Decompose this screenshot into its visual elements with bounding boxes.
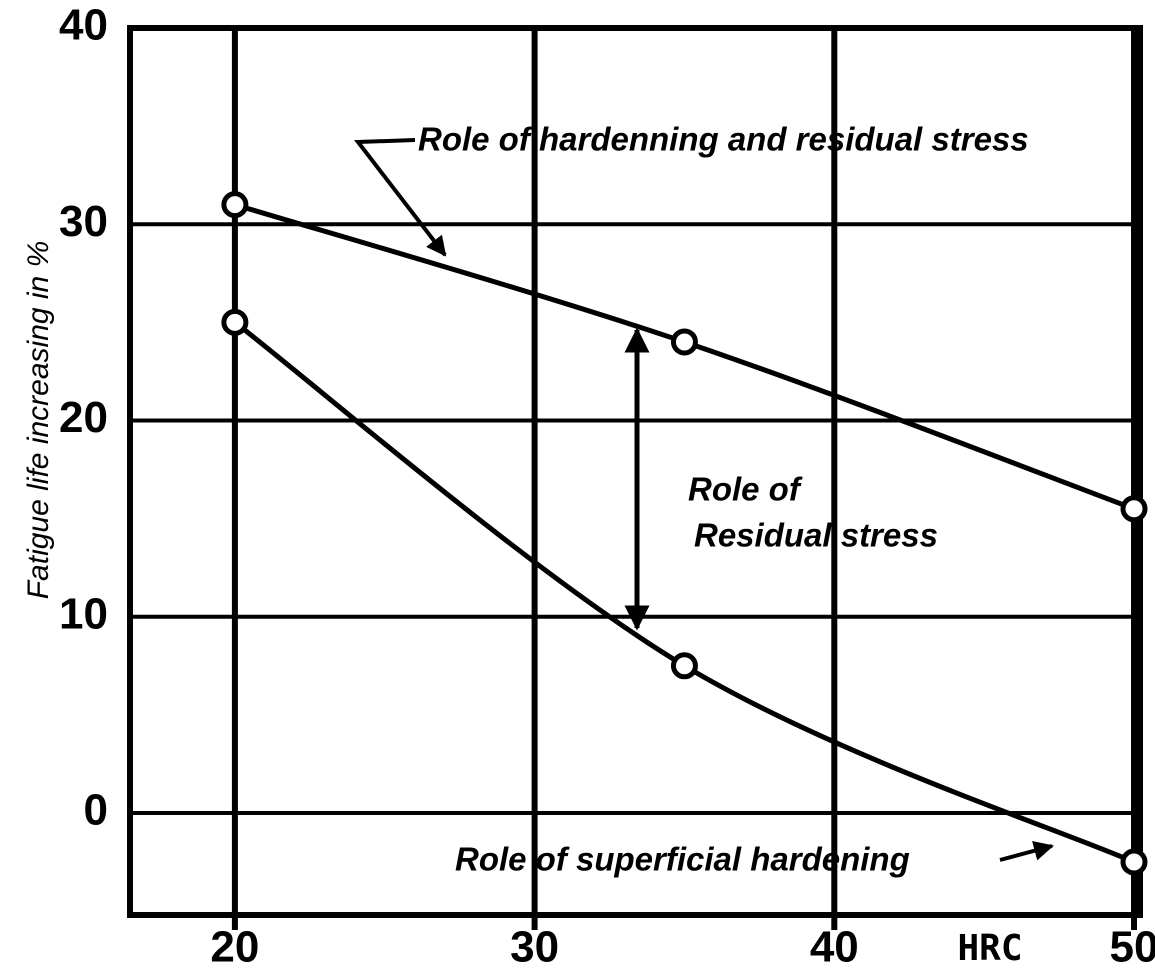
data-point — [670, 328, 698, 356]
data-point — [221, 191, 249, 219]
x-tick-label: 50 — [1110, 923, 1155, 972]
data-point — [221, 308, 249, 336]
y-tick-label: 40 — [59, 1, 108, 50]
data-point — [1120, 495, 1148, 523]
annotation: Role of — [688, 471, 803, 508]
data-point — [1120, 848, 1148, 876]
annotation: Role of superficial hardening — [455, 841, 910, 878]
plot-frame — [127, 25, 1143, 918]
y-axis-label: Fatigue life increasing in % — [22, 241, 55, 600]
annotation: Role of hardenning and residual stress — [418, 121, 1029, 158]
series — [221, 191, 1148, 876]
y-tick-label: 30 — [59, 197, 108, 246]
y-tick-label: 10 — [59, 589, 108, 638]
data-point — [670, 652, 698, 680]
x-tick-label: 20 — [210, 923, 259, 972]
annotation-arrow — [999, 841, 1054, 862]
series-line — [233, 320, 1136, 865]
series-line — [234, 202, 1135, 512]
x-tick-label: 30 — [510, 923, 559, 972]
annotation-arrow — [354, 138, 447, 257]
annotation: Residual stress — [694, 517, 938, 554]
x-axis-label: HRC — [957, 928, 1022, 969]
y-tick-label: 0 — [84, 786, 108, 835]
y-tick-label: 20 — [59, 393, 108, 442]
x-tick-label: 40 — [810, 923, 859, 972]
